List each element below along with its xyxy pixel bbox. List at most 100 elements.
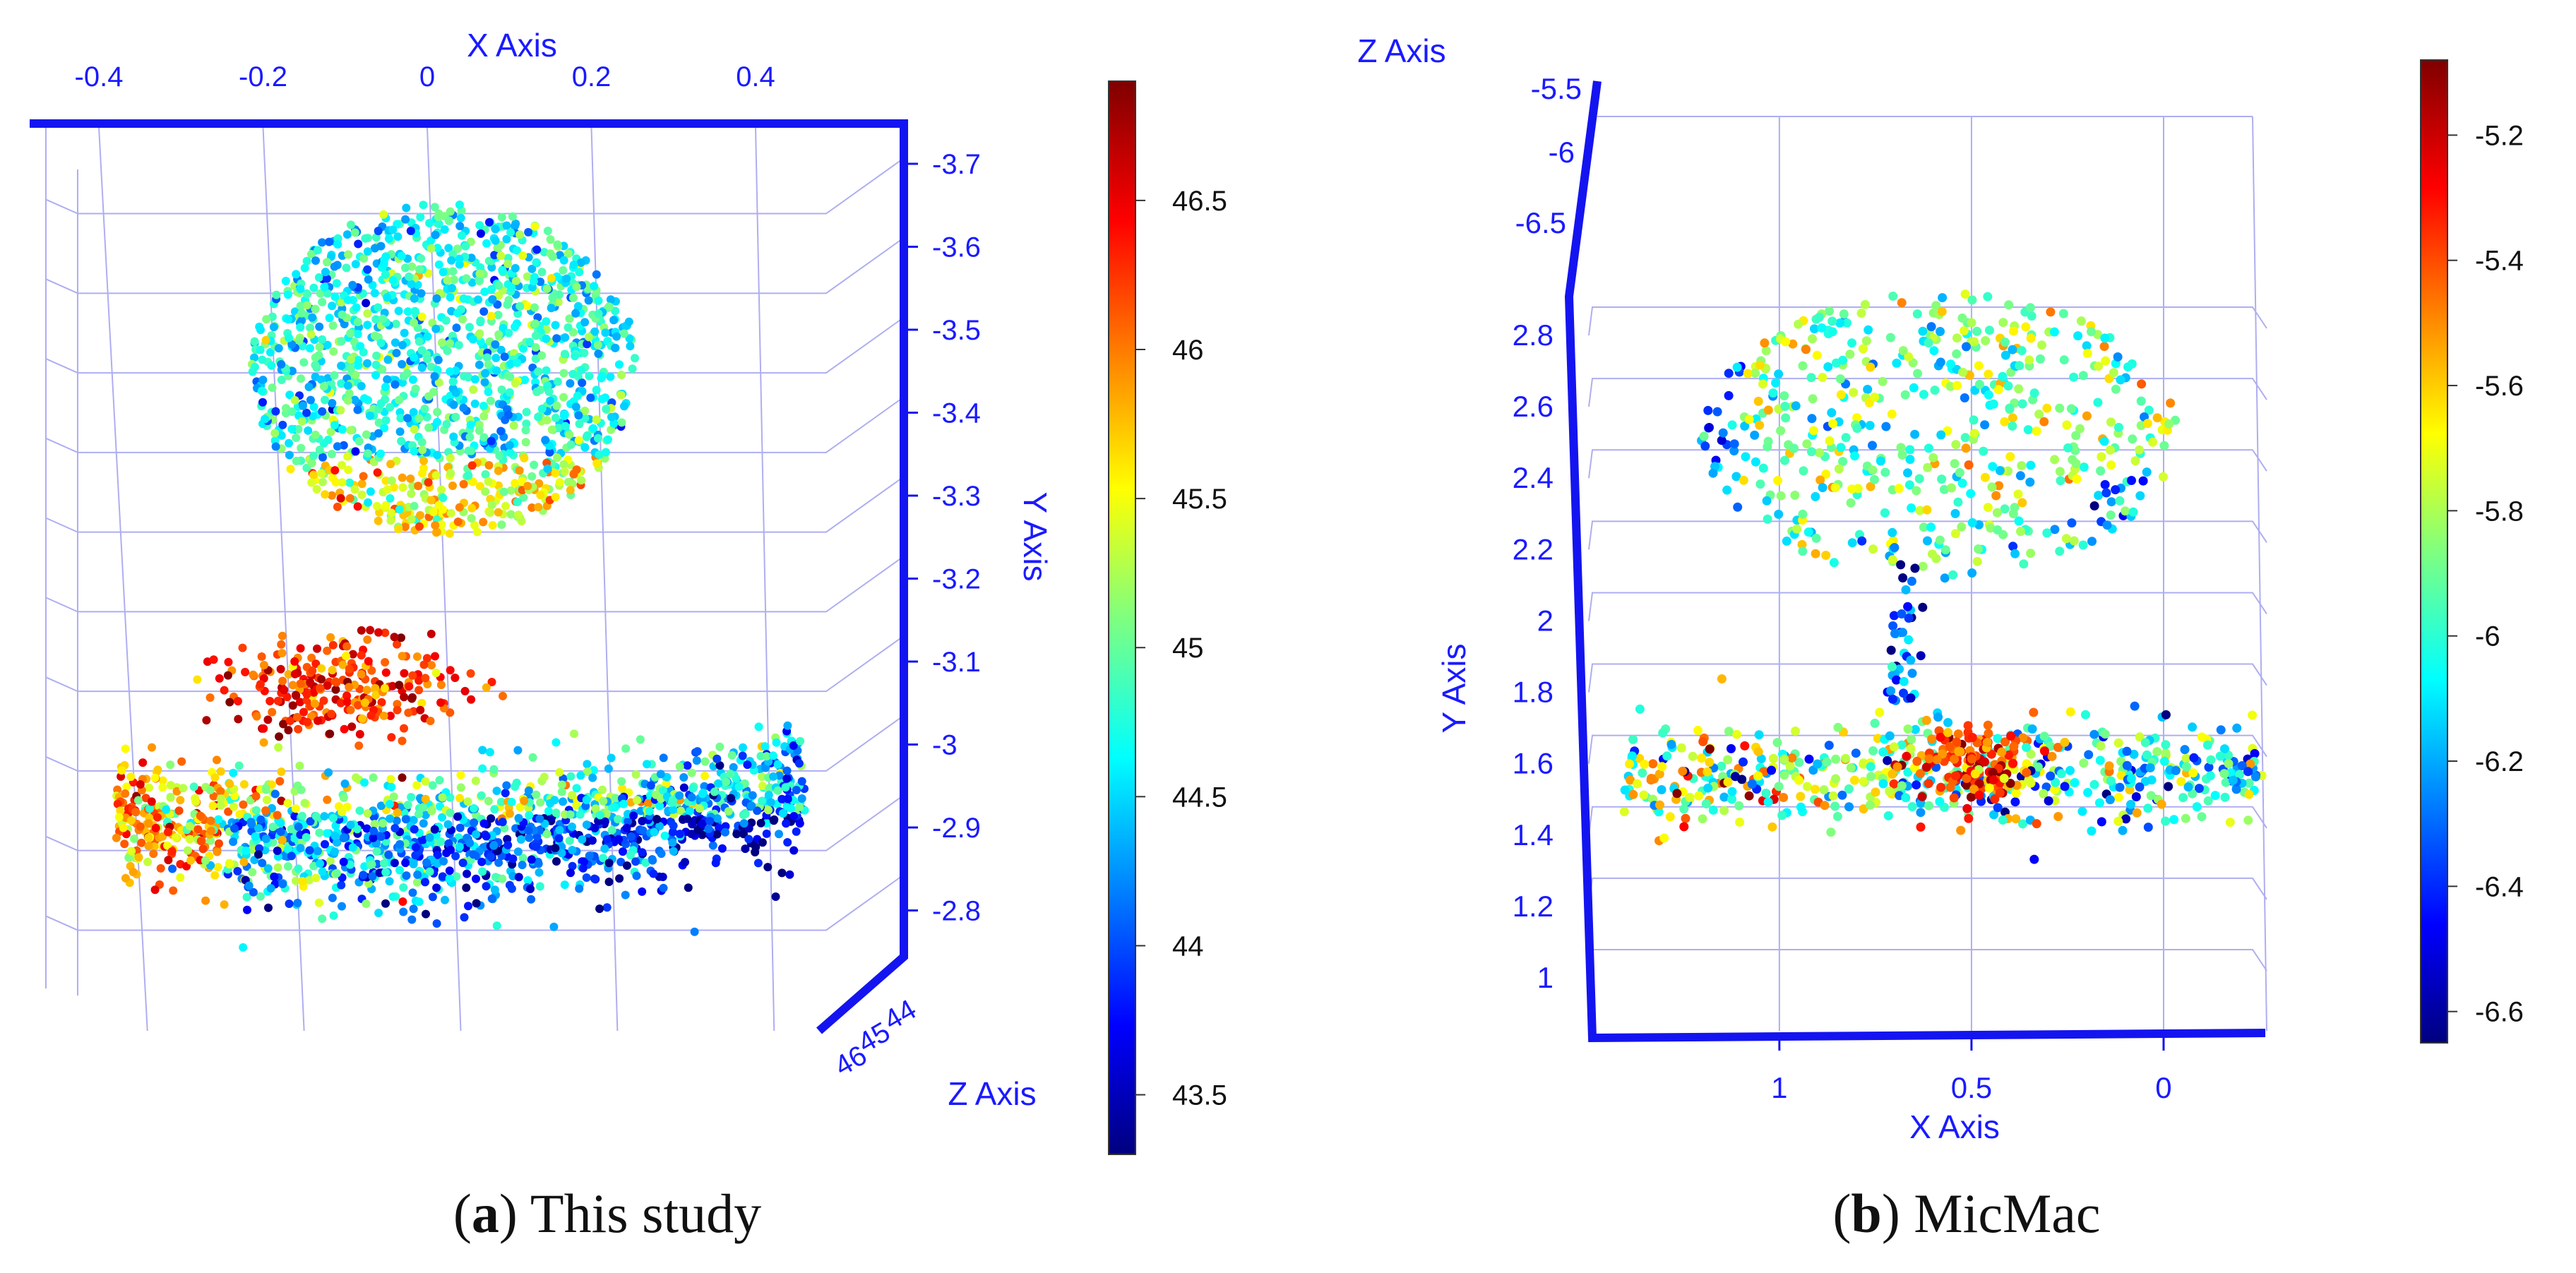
panel-a-point (796, 736, 805, 746)
panel-a-point (428, 892, 437, 902)
panel-a-point (391, 319, 400, 328)
panel-a-point (395, 681, 404, 690)
panel-b-point (1768, 753, 1778, 763)
panel-a-point (276, 664, 285, 674)
panel-b-x-tick: 0.5 (1951, 1071, 1992, 1104)
panel-b-point (1659, 833, 1669, 843)
panel-b-point (1897, 450, 1907, 460)
panel-a-point (369, 773, 378, 782)
panel-a-y-tick: -3.4 (932, 398, 981, 429)
panel-a-point (488, 520, 497, 530)
panel-b-point (1803, 527, 1813, 537)
panel-a-point (400, 724, 408, 733)
panel-a-point (363, 635, 372, 644)
panel-a-point (645, 806, 654, 815)
panel-a-point (333, 240, 342, 249)
panel-a-point (330, 832, 340, 841)
panel-a-point (224, 807, 233, 816)
panel-b-point (1885, 333, 1895, 342)
panel-a-point (363, 809, 372, 818)
panel-a-point (534, 367, 543, 376)
panel-a-point (535, 479, 544, 488)
panel-b-point (1964, 460, 1974, 470)
panel-a-point (525, 811, 534, 820)
panel-b-point (1772, 738, 1782, 748)
panel-a-point (311, 699, 319, 708)
panel-a-point (494, 466, 503, 475)
panel-a-point (417, 346, 427, 355)
panel-b-point (1743, 369, 1753, 378)
panel-a-point (506, 448, 515, 457)
panel-a-point (401, 263, 410, 273)
panel-b-point (1806, 447, 1816, 457)
panel-a-point (789, 846, 799, 855)
panel-b-point (1762, 496, 1772, 506)
panel-a-point (357, 714, 366, 723)
panel-b-point (2096, 466, 2106, 476)
panel-a-point (519, 493, 528, 502)
panel-a-point (345, 664, 354, 674)
panel-b-point (1811, 533, 1821, 543)
panel-b-point (2189, 753, 2199, 763)
panel-a-point (481, 369, 490, 378)
panel-a-point (337, 337, 346, 346)
panel-a-point (323, 436, 333, 444)
panel-b-point (1679, 822, 1689, 832)
panel-b-point (1953, 497, 1963, 507)
panel-a-point (785, 870, 794, 879)
panel-a-point (777, 868, 787, 878)
panel-b-point (1880, 467, 1890, 477)
panel-a-point (772, 738, 781, 747)
panel-a-point (412, 878, 422, 887)
panel-a-point (451, 412, 460, 422)
panel-a-point (302, 256, 311, 265)
panel-a-point (614, 360, 624, 369)
panel-b-point (1958, 367, 1968, 377)
panel-b-point (2094, 798, 2104, 808)
panel-a-point (438, 872, 447, 881)
panel-b-point (2076, 316, 2086, 326)
panel-b-point (1744, 791, 1754, 801)
panel-a-point (782, 774, 792, 783)
panel-b-point (1807, 414, 1817, 424)
panel-a-point (354, 239, 363, 249)
panel-b-point (2055, 403, 2065, 413)
panel-a-point (429, 508, 438, 517)
panel-b-point (1856, 309, 1866, 318)
panel-a-point (764, 806, 773, 815)
panel-b-point (1798, 509, 1808, 519)
panel-a-point (513, 309, 523, 318)
panel-a-point (594, 296, 603, 305)
panel-a-point (328, 301, 337, 311)
panel-a-point (467, 695, 476, 704)
panel-b-point (1980, 472, 1990, 482)
panel-b-point (1903, 602, 1913, 611)
panel-b-point (1827, 316, 1837, 326)
panel-a-point (643, 799, 652, 808)
panel-a-point (627, 832, 636, 841)
panel-a-point (346, 820, 355, 830)
panel-b-point (1926, 522, 1936, 532)
panel-b-point (2205, 771, 2215, 781)
panel-a-point (638, 887, 647, 896)
panel-a-point (503, 371, 513, 381)
panel-a-point (433, 418, 441, 426)
panel-a-point (572, 801, 581, 810)
panel-a-point (515, 466, 524, 475)
panel-a-point (514, 813, 523, 823)
panel-b-point (2135, 782, 2145, 792)
panel-b-point (1790, 490, 1800, 500)
panel-a-point (408, 888, 417, 897)
panel-a-point (147, 797, 156, 806)
panel-a-point (387, 782, 396, 791)
panel-b-point (1821, 551, 1831, 560)
panel-a-point (496, 345, 506, 354)
panel-a-point (574, 411, 583, 420)
panel-b-point (1887, 410, 1897, 419)
panel-a-point (632, 871, 641, 880)
panel-a-point (554, 290, 564, 299)
panel-a-point (277, 640, 286, 649)
panel-b-point (1723, 777, 1733, 787)
panel-a-point (520, 796, 529, 806)
panel-a-point (452, 323, 461, 333)
